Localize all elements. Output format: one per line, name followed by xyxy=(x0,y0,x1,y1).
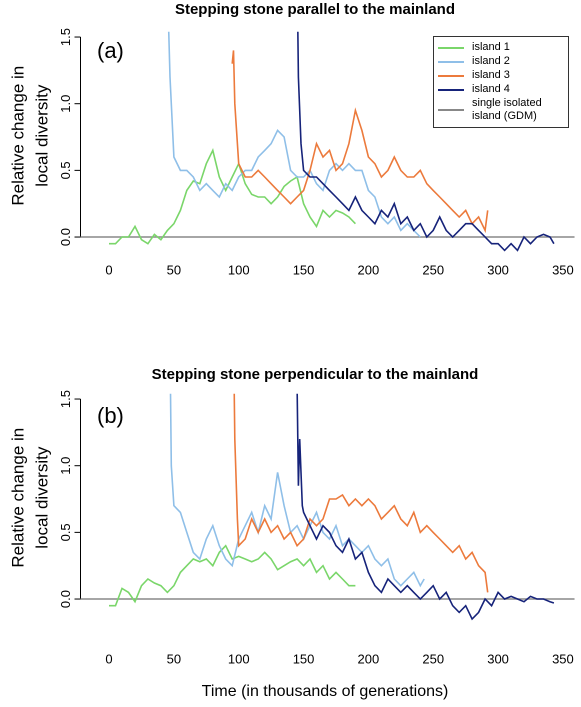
legend-swatch xyxy=(438,46,464,49)
y-axis-label: local diversity xyxy=(32,446,51,549)
legend-swatch xyxy=(438,60,464,63)
legend-label: island 3 xyxy=(472,69,510,81)
x-tick-label: 300 xyxy=(487,651,509,666)
y-tick-label: 1.0 xyxy=(58,457,73,475)
x-tick-label: 0 xyxy=(105,262,112,277)
legend-label: island 1 xyxy=(472,41,510,53)
x-tick-label: 100 xyxy=(228,651,250,666)
series-line xyxy=(296,393,555,621)
x-tick-label: 350 xyxy=(552,262,574,277)
series-line xyxy=(231,50,489,234)
x-tick-label: 100 xyxy=(228,262,250,277)
y-axis-label: Relative change in xyxy=(8,428,27,568)
x-tick-label: 0 xyxy=(105,651,112,666)
panel-label: (b) xyxy=(97,403,124,428)
x-tick-label: 300 xyxy=(487,262,509,277)
series-line xyxy=(167,31,421,238)
series-line xyxy=(297,31,555,252)
legend-item: island 1 xyxy=(438,41,564,54)
y-tick-label: 0.5 xyxy=(58,523,73,541)
legend-item: single isolated island (GDM) xyxy=(438,97,564,123)
legend: island 1 island 2 island 3 island 4 single i… xyxy=(433,36,569,128)
x-tick-label: 200 xyxy=(358,651,380,666)
series-line xyxy=(169,393,425,588)
chart-title: Stepping stone parallel to the mainland xyxy=(175,1,455,18)
legend-item: island 4 xyxy=(438,83,564,96)
plot-area xyxy=(80,31,575,252)
y-tick-label: 1.5 xyxy=(58,390,73,408)
plot-area xyxy=(80,393,575,621)
y-axis-label: Relative change in xyxy=(8,66,27,206)
y-tick-label: 1.5 xyxy=(58,28,73,46)
x-tick-label: 200 xyxy=(358,262,380,277)
legend-swatch xyxy=(438,74,464,77)
x-tick-label: 250 xyxy=(422,651,444,666)
y-tick-label: 0.0 xyxy=(58,590,73,608)
legend-label: island 4 xyxy=(472,83,510,95)
series-line xyxy=(233,393,489,593)
legend-label: single isolated island (GDM) xyxy=(472,97,542,122)
x-tick-label: 150 xyxy=(293,262,315,277)
x-tick-label: 350 xyxy=(552,651,574,666)
legend-swatch xyxy=(438,109,464,111)
y-tick-label: 0.5 xyxy=(58,161,73,179)
x-axis-label: Time (in thousands of generations) xyxy=(202,683,449,700)
panel-label: (a) xyxy=(97,38,124,63)
y-axis-label: local diversity xyxy=(32,84,51,187)
legend-item: island 2 xyxy=(438,55,564,68)
x-tick-label: 50 xyxy=(167,262,181,277)
x-tick-label: 50 xyxy=(167,651,181,666)
x-tick-label: 250 xyxy=(422,262,444,277)
series-line xyxy=(109,148,356,245)
legend-item: island 3 xyxy=(438,69,564,82)
legend-swatch xyxy=(438,88,464,91)
legend-label: island 2 xyxy=(472,55,510,67)
x-tick-label: 150 xyxy=(293,651,315,666)
chart-title: Stepping stone perpendicular to the main… xyxy=(152,366,479,383)
y-tick-label: 1.0 xyxy=(58,95,73,113)
y-tick-label: 0.0 xyxy=(58,228,73,246)
series-line xyxy=(109,544,356,607)
